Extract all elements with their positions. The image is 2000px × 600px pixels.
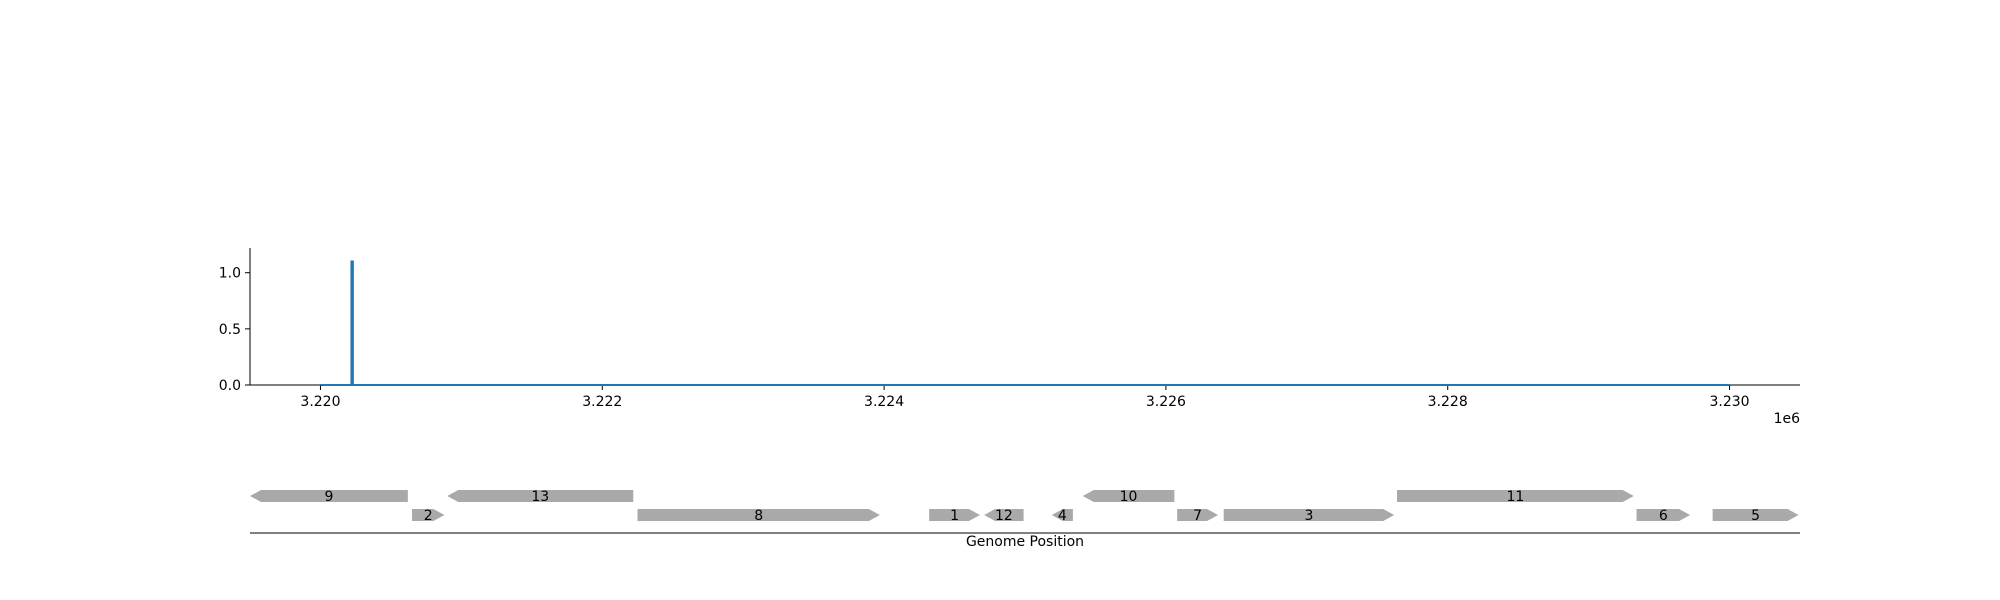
x-offset-label: 1e6 <box>1774 411 1801 427</box>
gene-arrow <box>1636 509 1691 521</box>
x-tick-label: 3.226 <box>1146 394 1186 410</box>
gene-arrow <box>412 509 445 521</box>
gene-arrow <box>1177 509 1219 521</box>
gene-label: 2 <box>424 508 433 524</box>
gene-label: 4 <box>1058 508 1067 524</box>
coverage-series-line <box>320 260 1730 386</box>
x-tick-label: 3.230 <box>1709 394 1749 410</box>
gene-arrow <box>1223 509 1395 521</box>
gene-label: 8 <box>754 508 763 524</box>
x-tick-label: 3.220 <box>300 394 340 410</box>
gene-arrow <box>637 509 880 521</box>
gene-arrow <box>1051 509 1073 521</box>
gene-arrow <box>1082 490 1175 502</box>
gene-label: 12 <box>995 508 1013 524</box>
gene-arrow <box>929 509 980 521</box>
gene-label: 1 <box>950 508 959 524</box>
gene-arrow <box>447 490 634 502</box>
gene-label: 6 <box>1659 508 1668 524</box>
gene-label: 11 <box>1506 489 1524 505</box>
gene-label: 7 <box>1193 508 1202 524</box>
y-tick-label: 1.0 <box>219 266 241 282</box>
x-tick-label: 3.228 <box>1428 394 1468 410</box>
gene-arrow <box>1397 490 1634 502</box>
x-axis-title: Genome Position <box>966 534 1084 550</box>
gene-arrow <box>984 509 1024 521</box>
gene-label: 9 <box>324 489 333 505</box>
gene-label: 13 <box>531 489 549 505</box>
y-tick-label: 0.0 <box>219 378 241 394</box>
y-tick-label: 0.5 <box>219 322 241 338</box>
x-tick-label: 3.224 <box>864 394 904 410</box>
gene-arrow <box>1712 509 1799 521</box>
x-tick-label: 3.222 <box>582 394 622 410</box>
gene-label: 5 <box>1751 508 1760 524</box>
gene-label: 3 <box>1304 508 1313 524</box>
gene-arrow <box>250 490 408 502</box>
gene-label: 10 <box>1120 489 1138 505</box>
